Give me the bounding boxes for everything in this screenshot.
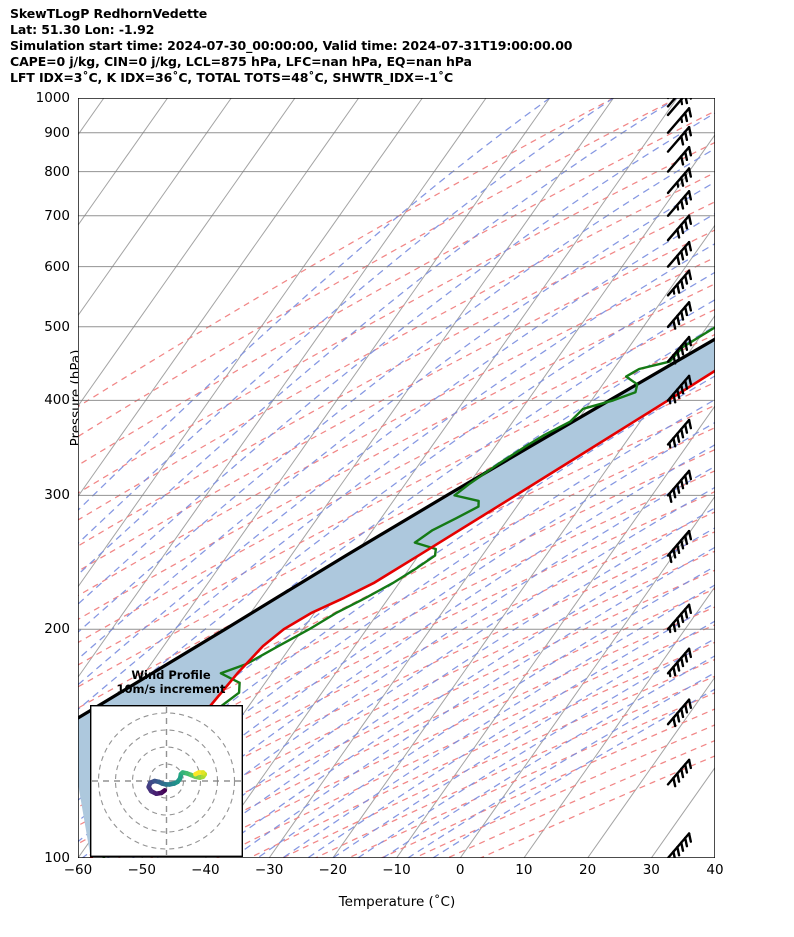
wind-barb — [666, 603, 693, 634]
wind-barb — [666, 335, 693, 365]
wind-barb — [666, 758, 693, 788]
wind-barb — [666, 125, 693, 153]
pressure-tick-800: 800 — [44, 163, 70, 180]
wind-barb — [666, 214, 693, 242]
temperature-tick-6: 0 — [455, 862, 465, 878]
hodograph-title: Wind Profile 10m/s increment — [96, 668, 246, 696]
wind-barb — [666, 190, 693, 217]
temperature-tick-10: 40 — [706, 862, 724, 878]
wind-barb — [666, 529, 693, 564]
wind-barb — [666, 469, 693, 503]
wind-barb — [666, 698, 693, 728]
parcel-area-shading — [78, 339, 715, 858]
wind-barb — [666, 167, 693, 195]
isobar-lines — [78, 98, 715, 858]
temperature-tick-0: −60 — [63, 862, 93, 878]
temperature-tick-4: −20 — [318, 862, 348, 878]
cape-cin-summary: CAPE=0 j/kg, CIN=0 j/kg, LCL=875 hPa, LF… — [10, 54, 472, 69]
temperature-tick-1: −50 — [127, 862, 156, 878]
wind-barb — [666, 374, 693, 405]
pressure-tick-600: 600 — [44, 258, 70, 275]
wind-barb — [666, 107, 693, 134]
wind-barb-column — [666, 98, 693, 858]
hodograph-title-line2: 10m/s increment — [116, 682, 226, 696]
wind-barb — [666, 240, 693, 268]
temperature-tick-7: 10 — [515, 862, 533, 878]
pressure-tick-1000: 1000 — [35, 90, 70, 106]
pressure-tick-100: 100 — [44, 850, 70, 866]
temperature-curve — [89, 369, 715, 858]
pressure-tick-700: 700 — [44, 207, 70, 224]
temperature-tick-2: −40 — [191, 862, 220, 878]
temperature-tick-9: 30 — [642, 862, 660, 878]
stability-indices: LFT IDX=3˚C, K IDX=36˚C, TOTAL TOTS=48˚C… — [10, 70, 454, 85]
temperature-tick-8: 20 — [579, 862, 597, 878]
wind-barb — [666, 647, 693, 678]
wind-barb — [666, 98, 677, 108]
wind-barb — [666, 301, 693, 330]
temperature-tick-5: −10 — [382, 862, 411, 878]
station-coordinates: Lat: 51.30 Lon: -1.92 — [10, 22, 155, 37]
hodograph-rings — [92, 707, 241, 855]
pressure-tick-500: 500 — [44, 318, 70, 335]
parcel-curve — [78, 337, 715, 720]
pressure-tick-400: 400 — [44, 392, 70, 409]
hodograph-title-line1: Wind Profile — [131, 668, 211, 682]
temperature-tick-3: −30 — [254, 862, 284, 878]
pressure-tick-300: 300 — [44, 487, 70, 504]
x-axis-label: Temperature (˚C) — [338, 894, 456, 910]
dewpoint-curve — [102, 325, 715, 858]
simulation-times: Simulation start time: 2024-07-30_00:00:… — [10, 38, 573, 53]
figure-title: SkewTLogP RedhornVedette — [10, 6, 208, 21]
pressure-tick-200: 200 — [44, 621, 70, 638]
hodograph-wind-trace — [146, 770, 208, 797]
wind-barb — [666, 98, 693, 117]
hodograph-inset — [90, 705, 243, 857]
pressure-tick-900: 900 — [44, 124, 70, 141]
wind-barb — [666, 269, 693, 297]
wind-barb — [666, 832, 693, 858]
wind-barb — [666, 418, 693, 449]
wind-barb — [666, 145, 693, 173]
